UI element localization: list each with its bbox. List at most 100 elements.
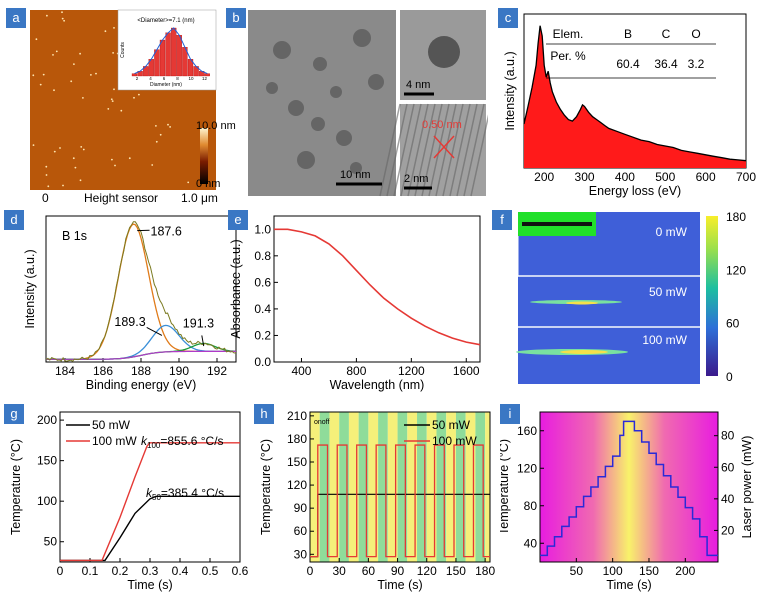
afm-particle bbox=[80, 146, 83, 148]
afm-particle bbox=[47, 185, 50, 188]
absorbance-line bbox=[274, 228, 481, 346]
power-50: 50 mW bbox=[649, 285, 688, 299]
h-off-band bbox=[319, 412, 330, 562]
inset-tick-label: 4 bbox=[149, 76, 152, 81]
i-xlabel: Time (s) bbox=[606, 578, 651, 592]
hot-spot-50-core bbox=[566, 301, 598, 305]
lattice-fringe bbox=[428, 103, 450, 197]
afm-particle bbox=[112, 52, 114, 54]
lattice-fringe bbox=[456, 103, 478, 197]
g-ytick-label: 150 bbox=[37, 454, 57, 468]
d-xtick-label: 190 bbox=[169, 364, 189, 378]
x-mid: Height sensor bbox=[84, 191, 158, 205]
xps-raw bbox=[45, 221, 237, 362]
i-ylabel: Temperature (°C) bbox=[500, 439, 511, 535]
absorbance-chart: 400 800 1200 1600 0.0 0.2 0.4 0.6 0.8 1.0 Waveleng… bbox=[229, 215, 481, 392]
afm-particle bbox=[187, 181, 190, 184]
panel-g: g 0 0.1 0.2 0.3 0.4 0.5 0.6 50 100 150 200 Time (s)… bbox=[4, 404, 254, 604]
panel-d: d 184 186 188 190 192 Binding energy (eV) Inte… bbox=[4, 210, 240, 406]
panel-i: i 50 100 150 200 40 80 120 160 Time (s) Temperatu… bbox=[500, 404, 758, 604]
inset-tick-label: 6 bbox=[163, 76, 166, 81]
i-xtick-label: 100 bbox=[603, 564, 623, 578]
hrtem-lattice bbox=[400, 104, 486, 196]
c-xtick-label: 400 bbox=[615, 170, 635, 184]
panel-d-label: d bbox=[4, 210, 24, 230]
g-xtick-label: 0.1 bbox=[82, 564, 99, 578]
panel-g-label: g bbox=[4, 404, 24, 424]
lattice-fringe bbox=[407, 103, 429, 197]
afm-particle bbox=[45, 165, 48, 168]
panel-a: a <Diameter>=7.1 (nm) Diameter (nm) Coun… bbox=[6, 8, 246, 208]
i-step-line bbox=[540, 420, 718, 557]
d-ylabel: Intensity (a.u.) bbox=[23, 249, 37, 328]
xps-peak-fit bbox=[46, 223, 236, 360]
colorbar-tick-label: 60 bbox=[726, 317, 740, 331]
tem-particle bbox=[336, 130, 352, 146]
inset-tick-label: 10 bbox=[188, 76, 194, 81]
tem-particle bbox=[297, 151, 315, 169]
panel-f: f 0 mW 50 mW 100 mW 0 60 120 180 bbox=[492, 210, 756, 388]
afm-particle bbox=[159, 133, 162, 136]
tem-images: 10 nm 4 nm 2 nm 0.50 nm bbox=[248, 10, 488, 197]
xps-arrow bbox=[146, 327, 163, 336]
i-y2tick-label: 20 bbox=[721, 523, 735, 537]
c-xtick-label: 700 bbox=[736, 170, 756, 184]
afm-particle bbox=[46, 14, 48, 17]
panel-h: h 0 30 60 90 120 150 180 30 60 90 120 150 180 210 Time… bbox=[254, 404, 504, 604]
h-off-band bbox=[358, 412, 369, 562]
power-100: 100 mW bbox=[642, 333, 687, 347]
h-xtick-label: 30 bbox=[333, 564, 347, 578]
e-ytick-label: 0.6 bbox=[254, 275, 271, 289]
i-y2tick-label: 40 bbox=[721, 492, 735, 506]
c-xtick-label: 200 bbox=[534, 170, 554, 184]
g-ylabel: Temperature (°C) bbox=[9, 439, 23, 535]
e-plot-frame bbox=[273, 215, 481, 363]
afm-particle bbox=[42, 73, 45, 76]
xps-peak-label: 191.3 bbox=[183, 316, 214, 330]
afm-particle bbox=[74, 166, 77, 169]
xps-title: B 1s bbox=[62, 229, 87, 243]
i-y2label: Laser power (mW) bbox=[740, 436, 754, 539]
h-on-band bbox=[310, 412, 320, 562]
afm-particle bbox=[155, 125, 157, 127]
panel-e-label: e bbox=[228, 210, 248, 230]
tem-particle bbox=[350, 162, 362, 174]
afm-particle bbox=[110, 98, 113, 101]
g-ytick-label: 100 bbox=[37, 494, 57, 508]
eels-table-value: 60.4 bbox=[616, 57, 640, 71]
afm-particle bbox=[61, 11, 63, 14]
afm-particle bbox=[63, 19, 65, 22]
eels-line bbox=[523, 25, 747, 162]
c-ylabel: Intensity (a.u.) bbox=[503, 51, 517, 130]
afm-particle bbox=[111, 100, 114, 102]
eels-area bbox=[524, 25, 746, 169]
h-on-band bbox=[387, 412, 398, 562]
h-off-band bbox=[397, 412, 408, 562]
h-xtick-label: 150 bbox=[446, 564, 466, 578]
e-ytick-label: 0.8 bbox=[254, 249, 271, 263]
power-0: 0 mW bbox=[656, 225, 688, 239]
panel-e: e 400 800 1200 1600 0.0 0.2 0.4 0.6 0.8 1.0 Wavele… bbox=[228, 210, 492, 406]
tem-particle bbox=[311, 117, 325, 131]
afm-particle bbox=[113, 27, 115, 29]
i-xtick-label: 50 bbox=[570, 564, 584, 578]
afm-particle bbox=[82, 148, 85, 151]
afm-particle bbox=[52, 54, 54, 56]
c-xlabel: Energy loss (eV) bbox=[589, 184, 681, 198]
panel-a-label: a bbox=[6, 8, 26, 28]
c-xtick-label: 300 bbox=[575, 170, 595, 184]
panel-h-label: h bbox=[254, 404, 274, 424]
h-on-band bbox=[329, 412, 340, 562]
c-xtick-label: 600 bbox=[696, 170, 716, 184]
i-xtick-label: 200 bbox=[675, 564, 695, 578]
heat-colorbar-ticks: 0 60 120 180 bbox=[726, 210, 746, 384]
scale-label-2: 4 nm bbox=[406, 79, 430, 91]
afm-particle bbox=[138, 93, 140, 96]
histogram-bar bbox=[171, 27, 177, 77]
histogram-bar bbox=[165, 32, 171, 77]
d-xlabel: Binding energy (eV) bbox=[86, 378, 196, 392]
g-legend-label: 50 mW bbox=[92, 418, 131, 432]
eels-chart: 200 300 400 500 600 700 Energy loss (eV) Intens… bbox=[503, 13, 756, 198]
c-xtick-label: 500 bbox=[655, 170, 675, 184]
g-annotation: k100=855.6 °C/s bbox=[141, 434, 224, 450]
